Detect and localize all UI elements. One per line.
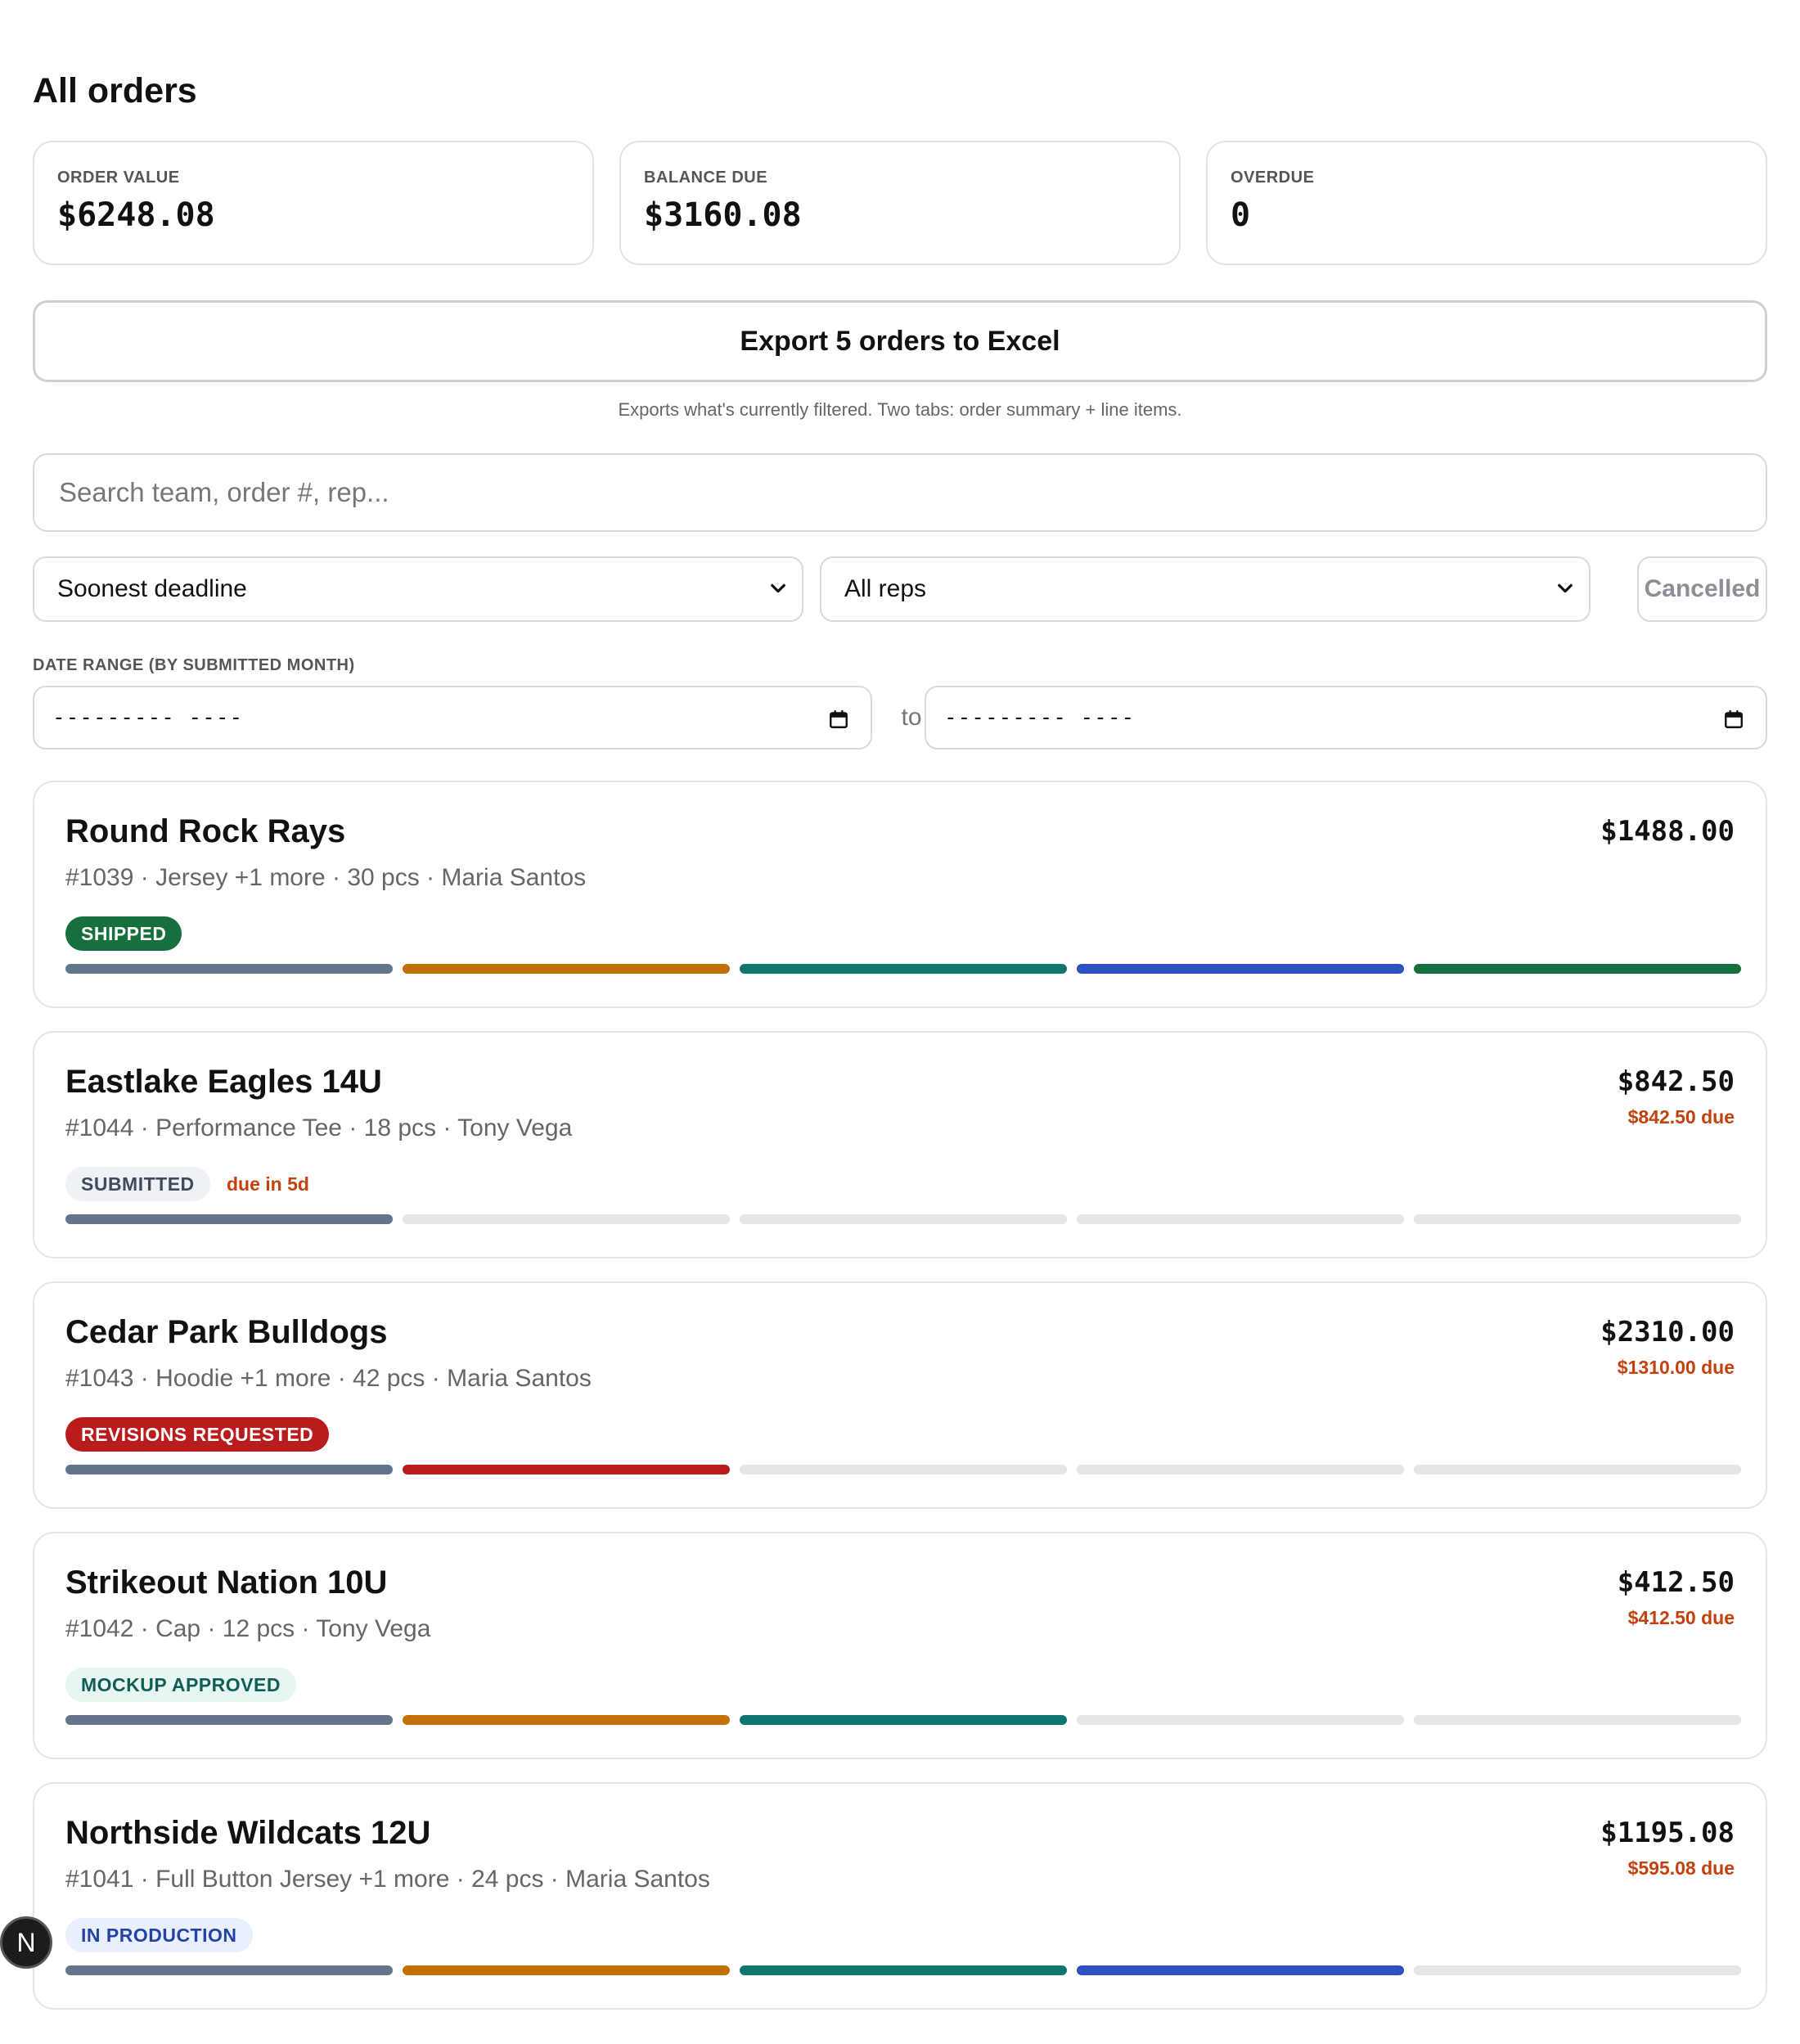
progress-segment <box>740 1965 1067 1975</box>
order-team-name: Cedar Park Bulldogs <box>65 1314 388 1350</box>
order-card[interactable]: Cedar Park Bulldogs #1043 · Hoodie +1 mo… <box>33 1281 1767 1509</box>
search-input[interactable] <box>33 453 1767 532</box>
progress-segment <box>1414 1715 1741 1725</box>
due-note: due in 5d <box>227 1173 309 1195</box>
order-due-amount: $595.08 due <box>1627 1857 1735 1879</box>
date-to-value: --------- ---- <box>944 705 1136 730</box>
chevron-down-icon <box>771 583 785 593</box>
stat-value: $6248.08 <box>57 196 215 234</box>
stat-label: BALANCE DUE <box>644 169 768 187</box>
progress-segment <box>65 1214 393 1224</box>
order-meta: #1043 · Hoodie +1 more · 42 pcs · Maria … <box>65 1365 592 1392</box>
stats-row: ORDER VALUE $6248.08 BALANCE DUE $3160.0… <box>33 141 1767 268</box>
status-badge: REVISIONS REQUESTED <box>65 1417 330 1452</box>
status-badge: MOCKUP APPROVED <box>65 1668 296 1702</box>
date-from-value: --------- ---- <box>52 705 244 730</box>
order-meta: #1044 · Performance Tee · 18 pcs · Tony … <box>65 1114 573 1141</box>
progress-segment <box>403 1965 730 1975</box>
progress-segment <box>1077 1965 1404 1975</box>
status-badge: SHIPPED <box>65 916 182 951</box>
order-card[interactable]: Eastlake Eagles 14U #1044 · Performance … <box>33 1031 1767 1258</box>
page-title: All orders <box>33 71 197 110</box>
stat-card-overdue: OVERDUE 0 <box>1206 141 1767 265</box>
progress-segment <box>1077 1214 1404 1224</box>
stat-label: ORDER VALUE <box>57 169 180 187</box>
rep-select-value: All reps <box>844 575 927 602</box>
calendar-icon[interactable] <box>828 709 849 730</box>
export-excel-button[interactable]: Export 5 orders to Excel <box>33 300 1767 382</box>
order-meta: #1041 · Full Button Jersey +1 more · 24 … <box>65 1866 710 1893</box>
progress-segment <box>1077 964 1404 974</box>
order-card[interactable]: Strikeout Nation 10U #1042 · Cap · 12 pc… <box>33 1532 1767 1759</box>
progress-segment <box>740 964 1067 974</box>
sort-select-value: Soonest deadline <box>57 575 247 602</box>
progress-segment <box>65 964 393 974</box>
stat-value: $3160.08 <box>644 196 802 234</box>
order-amount: $412.50 <box>1617 1566 1735 1599</box>
order-amount: $842.50 <box>1617 1065 1735 1098</box>
progress-segment <box>1414 964 1741 974</box>
progress-segment <box>740 1715 1067 1725</box>
order-meta: #1042 · Cap · 12 pcs · Tony Vega <box>65 1615 431 1642</box>
progress-segment <box>1414 1214 1741 1224</box>
stat-value: 0 <box>1231 196 1251 234</box>
order-card[interactable]: Northside Wildcats 12U #1041 · Full Butt… <box>33 1782 1767 2010</box>
order-card[interactable]: Round Rock Rays #1039 · Jersey +1 more ·… <box>33 781 1767 1008</box>
stat-card-order-value: ORDER VALUE $6248.08 <box>33 141 594 265</box>
order-due-amount: $1310.00 due <box>1617 1357 1735 1378</box>
order-team-name: Round Rock Rays <box>65 813 346 849</box>
order-meta: #1039 · Jersey +1 more · 30 pcs · Maria … <box>65 864 587 891</box>
progress-segment <box>403 1715 730 1725</box>
order-due-amount: $412.50 due <box>1627 1607 1735 1628</box>
order-due-amount: $842.50 due <box>1627 1106 1735 1128</box>
progress-segment <box>403 1465 730 1474</box>
date-from-input[interactable]: --------- ---- <box>33 686 872 750</box>
status-badge: SUBMITTED <box>65 1167 210 1201</box>
order-amount: $1488.00 <box>1600 815 1735 848</box>
order-amount: $2310.00 <box>1600 1316 1735 1348</box>
progress-segment <box>1414 1965 1741 1975</box>
export-note: Exports what's currently filtered. Two t… <box>618 399 1182 420</box>
progress-segment <box>1077 1715 1404 1725</box>
date-to-input[interactable]: --------- ---- <box>925 686 1767 750</box>
order-team-name: Strikeout Nation 10U <box>65 1565 388 1601</box>
dev-tools-badge[interactable]: N <box>0 1916 52 1969</box>
progress-segment <box>740 1465 1067 1474</box>
chevron-down-icon <box>1558 583 1573 593</box>
progress-segment <box>1414 1465 1741 1474</box>
progress-segment <box>1077 1465 1404 1474</box>
progress-segment <box>65 1965 393 1975</box>
order-amount: $1195.08 <box>1600 1817 1735 1849</box>
progress-segment <box>65 1465 393 1474</box>
stat-card-balance-due: BALANCE DUE $3160.08 <box>619 141 1181 265</box>
sort-select[interactable]: Soonest deadline <box>33 556 803 622</box>
progress-segment <box>740 1214 1067 1224</box>
calendar-icon[interactable] <box>1723 709 1744 730</box>
cancelled-toggle-button[interactable]: Cancelled <box>1637 556 1767 622</box>
progress-segment <box>403 1214 730 1224</box>
order-team-name: Northside Wildcats 12U <box>65 1815 431 1851</box>
order-team-name: Eastlake Eagles 14U <box>65 1064 382 1100</box>
rep-select[interactable]: All reps <box>820 556 1591 622</box>
stat-label: OVERDUE <box>1231 169 1315 187</box>
progress-segment <box>65 1715 393 1725</box>
status-badge: IN PRODUCTION <box>65 1918 253 1952</box>
date-range-label: DATE RANGE (BY SUBMITTED MONTH) <box>33 656 355 674</box>
progress-segment <box>403 964 730 974</box>
date-range-to-label: to <box>901 704 922 731</box>
